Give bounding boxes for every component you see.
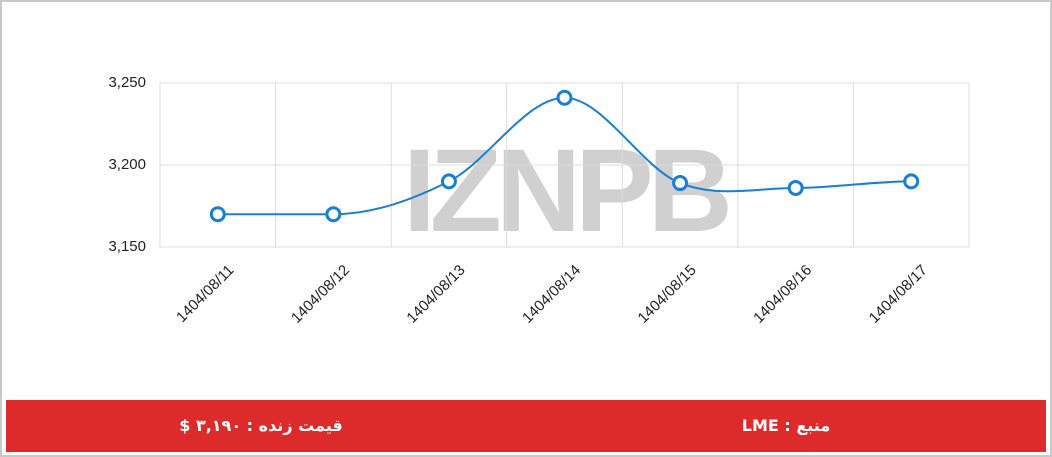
x-tick-label: 1404/08/11 bbox=[173, 262, 237, 326]
point bbox=[325, 206, 342, 223]
source: منبع : LME bbox=[741, 416, 831, 435]
watermark: IZNPB bbox=[403, 125, 728, 257]
chart: IZNPB 3,150 3,200 3,250 1404/08/11 1404/08/1… bbox=[108, 74, 970, 327]
point bbox=[556, 89, 573, 106]
x-tick-label: 1404/08/17 bbox=[866, 262, 931, 327]
x-tick-label: 1404/08/16 bbox=[750, 262, 815, 327]
point bbox=[440, 173, 457, 190]
x-tick-label: 1404/08/13 bbox=[403, 262, 468, 327]
point bbox=[787, 179, 804, 196]
x-tick-label: 1404/08/15 bbox=[635, 262, 700, 327]
x-tick-label: 1404/08/14 bbox=[519, 262, 584, 327]
y-tick-label: 3,200 bbox=[108, 156, 146, 173]
point bbox=[903, 173, 920, 190]
point bbox=[209, 206, 226, 223]
x-tick-label: 1404/08/12 bbox=[288, 262, 353, 327]
y-tick-label: 3,250 bbox=[108, 74, 146, 91]
footer-bar: قیمت زنده : ۳,۱۹۰ $ منبع : LME bbox=[6, 400, 1046, 452]
live-price: قیمت زنده : ۳,۱۹۰ $ bbox=[179, 416, 343, 435]
y-tick-label: 3,150 bbox=[108, 238, 146, 255]
point bbox=[672, 175, 689, 192]
